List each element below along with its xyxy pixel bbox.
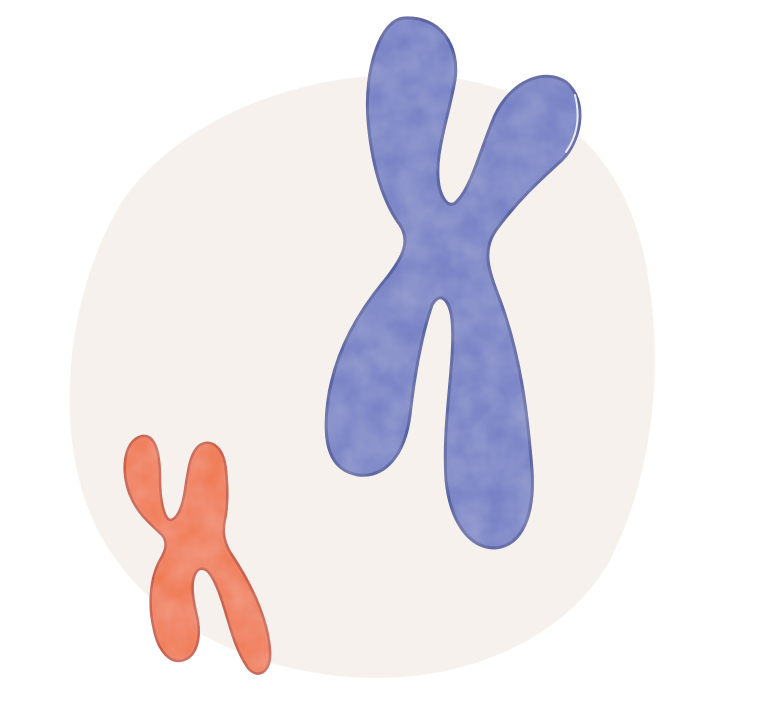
small-chromosome-body — [123, 434, 272, 675]
small-chromosome — [123, 434, 272, 675]
large-chromosome-body — [324, 16, 582, 550]
large-chromosome-highlight — [565, 94, 579, 153]
large-chromosome — [324, 16, 582, 550]
